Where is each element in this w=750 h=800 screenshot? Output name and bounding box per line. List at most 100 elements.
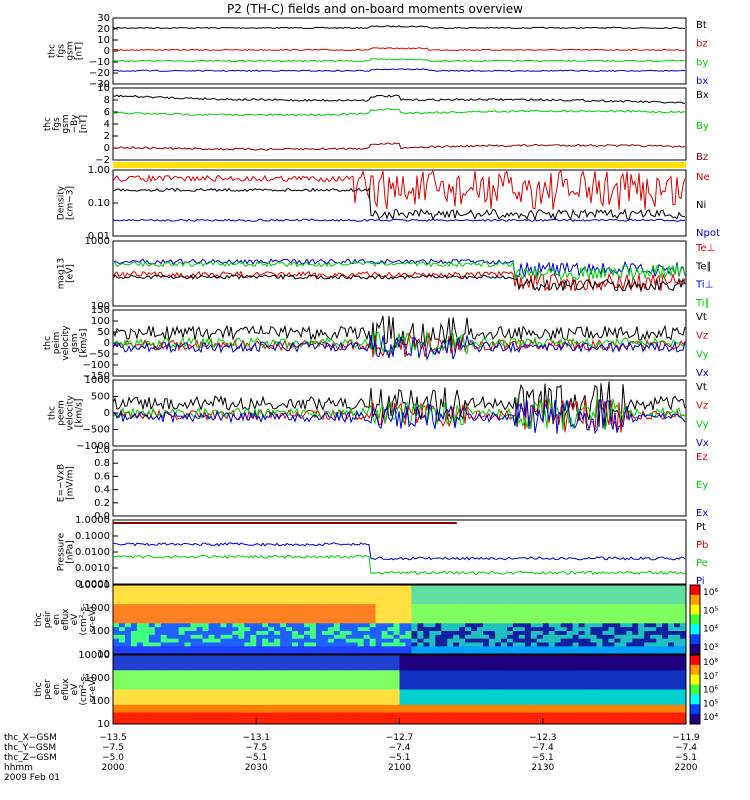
spectrogram-cell	[309, 685, 317, 690]
spectrogram-cell	[524, 631, 532, 636]
spectrogram-cell	[393, 627, 400, 632]
spectrogram-cell	[524, 611, 532, 617]
spectrogram-cell	[160, 592, 168, 597]
spectrogram-cell	[148, 604, 156, 609]
spectrogram-cell	[441, 623, 448, 628]
spectrogram-cell	[381, 658, 389, 664]
spectrogram-cell	[674, 655, 681, 660]
spectrogram-cell	[292, 681, 299, 687]
spectrogram-cell	[554, 662, 562, 667]
spectrogram-cell	[244, 619, 251, 624]
spectrogram-cell	[530, 685, 538, 690]
spectrogram-cell	[232, 658, 239, 664]
spectrogram-cell	[214, 697, 221, 702]
spectrogram-cell	[357, 611, 365, 617]
spectrogram-cell	[554, 638, 562, 643]
spectrogram-cell	[333, 701, 341, 706]
spectrogram-cell	[327, 585, 335, 590]
spectrogram-cell	[154, 704, 162, 710]
spectrogram-cell	[632, 611, 639, 617]
spectrogram-cell	[130, 655, 138, 660]
spectrogram-cell	[536, 720, 544, 725]
spectrogram-cell	[304, 638, 311, 643]
spectrogram-cell	[256, 655, 263, 660]
spectrogram-cell	[632, 615, 639, 620]
spectrogram-cell	[405, 697, 412, 702]
spectrogram-cell	[387, 708, 395, 713]
spectrogram-cell	[136, 670, 144, 675]
spectrogram-cell	[572, 592, 580, 597]
spectrogram-cell	[459, 670, 466, 675]
spectrogram-cell	[506, 634, 514, 640]
spectrogram-cell	[232, 623, 239, 628]
spectrogram-cell	[650, 588, 657, 594]
spectrogram-cell	[309, 693, 317, 698]
spectrogram-cell	[554, 642, 562, 647]
spectrogram-cell	[447, 685, 454, 690]
spectrogram-cell	[614, 658, 621, 664]
spectrogram-cell	[542, 638, 550, 643]
spectrogram-cell	[656, 631, 663, 636]
spectrogram-cell	[196, 658, 204, 664]
spectrogram-cell	[381, 615, 389, 620]
spectrogram-cell	[566, 701, 574, 706]
spectrogram-cell	[118, 638, 126, 643]
spectrogram-cell	[560, 662, 568, 667]
spectrogram-cell	[596, 655, 603, 660]
spectrogram-cell	[614, 655, 621, 660]
spectrogram-cell	[166, 685, 174, 690]
spectrogram-cell	[423, 588, 430, 594]
spectrogram-cell	[280, 701, 287, 706]
spectrogram-cell	[638, 615, 645, 620]
spectrogram-cell	[280, 712, 287, 717]
spectrogram-cell	[620, 634, 627, 640]
spectrogram-cell	[148, 623, 156, 628]
spectrogram-cell	[113, 655, 120, 660]
spectrogram-cell	[548, 585, 556, 590]
spectrogram-cell	[584, 689, 591, 694]
spectrogram-cell	[113, 592, 120, 597]
spectrogram-cell	[393, 655, 400, 660]
spectrogram-cell	[178, 646, 186, 651]
spectrogram-cell	[250, 666, 257, 671]
spectrogram-cell	[327, 701, 335, 706]
spectrogram-cell	[453, 623, 460, 628]
spectrogram-cell	[483, 638, 490, 643]
spectrogram-cell	[447, 670, 454, 675]
spectrogram-cell	[130, 678, 138, 683]
spectrogram-cell	[429, 720, 436, 725]
spectrogram-cell	[124, 720, 132, 725]
spectrogram-cell	[524, 678, 532, 683]
spectrogram-cell	[232, 678, 239, 683]
spectrogram-cell	[626, 646, 633, 651]
spectrogram-cell	[674, 631, 681, 636]
spectrogram-cell	[208, 674, 215, 679]
spectrogram-cell	[465, 720, 472, 725]
spectrogram-cell	[130, 658, 138, 664]
y-tick-label: 10	[97, 649, 110, 660]
spectrogram-cell	[512, 666, 520, 671]
spectrogram-cell	[584, 670, 591, 675]
spectrogram-cell	[298, 662, 305, 667]
spectrogram-cell	[226, 697, 233, 702]
spectrogram-cell	[220, 670, 227, 675]
spectrogram-cell	[620, 693, 627, 698]
spectrogram-cell	[662, 631, 669, 636]
spectrogram-cell	[566, 631, 574, 636]
spectrogram-cell	[506, 588, 514, 594]
spectrogram-cell	[118, 662, 126, 667]
spectrogram-cell	[381, 720, 389, 725]
spectrogram-cell	[542, 585, 550, 590]
spectrogram-cell	[608, 646, 615, 651]
spectrogram-cell	[184, 642, 192, 647]
spectrogram-cell	[596, 623, 603, 628]
spectrogram-cell	[524, 716, 532, 721]
spectrogram-cell	[286, 642, 293, 647]
spectrogram-cell	[650, 701, 657, 706]
spectrogram-cell	[268, 685, 275, 690]
spectrogram-cell	[584, 631, 591, 636]
colorbar-label: 10⁵	[703, 606, 718, 616]
spectrogram-cell	[357, 596, 365, 601]
spectrogram-cell	[202, 658, 209, 664]
spectrogram-cell	[274, 697, 281, 702]
